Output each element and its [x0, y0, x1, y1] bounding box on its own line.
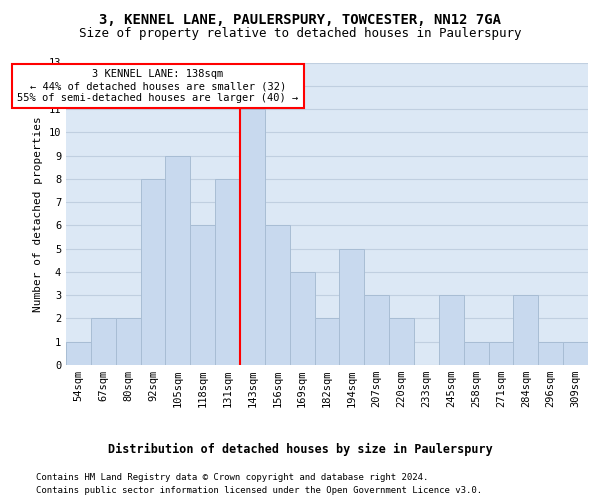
Bar [488, 342, 514, 365]
Bar [464, 342, 488, 365]
Bar [265, 226, 290, 365]
Text: Distribution of detached houses by size in Paulerspury: Distribution of detached houses by size … [107, 442, 493, 456]
Y-axis label: Number of detached properties: Number of detached properties [33, 116, 43, 312]
Bar [389, 318, 414, 365]
Bar [364, 295, 389, 365]
Text: Contains HM Land Registry data © Crown copyright and database right 2024.: Contains HM Land Registry data © Crown c… [36, 472, 428, 482]
Bar [66, 342, 91, 365]
Bar [215, 179, 240, 365]
Text: 3 KENNEL LANE: 138sqm
← 44% of detached houses are smaller (32)
55% of semi-deta: 3 KENNEL LANE: 138sqm ← 44% of detached … [17, 70, 299, 102]
Bar [116, 318, 140, 365]
Text: 3, KENNEL LANE, PAULERSPURY, TOWCESTER, NN12 7GA: 3, KENNEL LANE, PAULERSPURY, TOWCESTER, … [99, 12, 501, 26]
Bar [166, 156, 190, 365]
Text: Size of property relative to detached houses in Paulerspury: Size of property relative to detached ho… [79, 28, 521, 40]
Bar [538, 342, 563, 365]
Bar [140, 179, 166, 365]
Bar [563, 342, 588, 365]
Bar [190, 226, 215, 365]
Bar [314, 318, 340, 365]
Bar [91, 318, 116, 365]
Bar [514, 295, 538, 365]
Text: Contains public sector information licensed under the Open Government Licence v3: Contains public sector information licen… [36, 486, 482, 495]
Bar [439, 295, 464, 365]
Bar [340, 248, 364, 365]
Bar [240, 109, 265, 365]
Bar [290, 272, 314, 365]
